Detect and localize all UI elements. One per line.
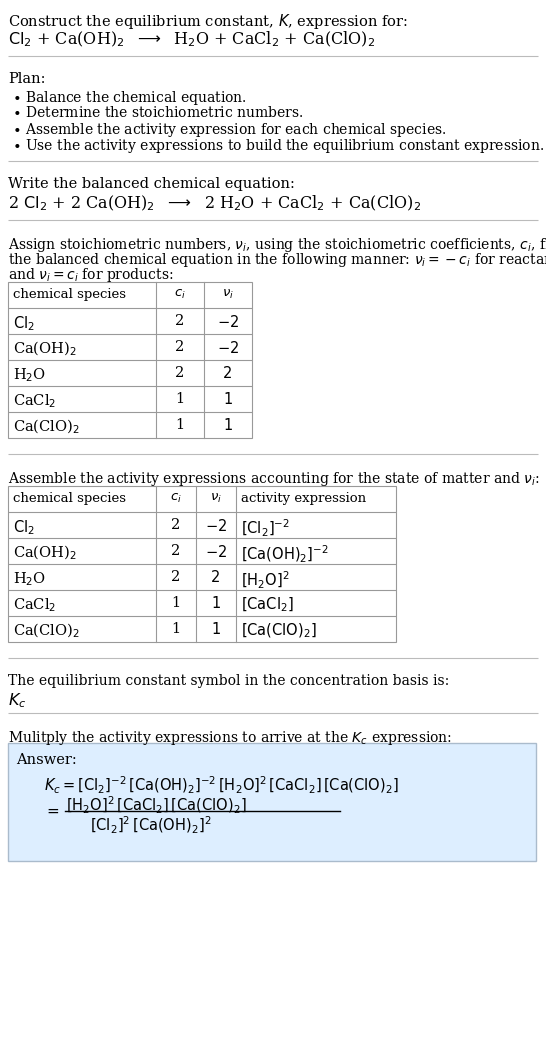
Text: CaCl$_2$: CaCl$_2$ (13, 392, 56, 410)
Text: CaCl$_2$: CaCl$_2$ (13, 596, 56, 614)
Text: the balanced chemical equation in the following manner: $\nu_i = -c_i$ for react: the balanced chemical equation in the fo… (8, 251, 546, 269)
Text: 2 $\mathrm{Cl_2}$ + 2 Ca(OH)$_2$  $\longrightarrow$  2 H$_2$O + CaCl$_2$ + Ca(Cl: 2 $\mathrm{Cl_2}$ + 2 Ca(OH)$_2$ $\longr… (8, 194, 421, 213)
Text: 1: 1 (211, 622, 221, 637)
Text: 2: 2 (175, 340, 185, 354)
Text: 2: 2 (211, 570, 221, 585)
Text: 1: 1 (223, 392, 233, 407)
Text: $\mathrm{Cl_2}$: $\mathrm{Cl_2}$ (13, 518, 35, 537)
Text: $-2$: $-2$ (205, 518, 227, 534)
Text: Answer:: Answer: (16, 753, 77, 767)
Text: 1: 1 (171, 596, 181, 611)
Text: Ca(OH)$_2$: Ca(OH)$_2$ (13, 544, 76, 562)
Text: H$_2$O: H$_2$O (13, 366, 46, 384)
Text: Plan:: Plan: (8, 72, 45, 86)
Text: $[\mathrm{Cl_2}]^{2}\,[\mathrm{Ca(OH)_2}]^{2}$: $[\mathrm{Cl_2}]^{2}\,[\mathrm{Ca(OH)_2}… (90, 815, 211, 836)
Text: $=$: $=$ (44, 802, 60, 818)
Text: and $\nu_i = c_i$ for products:: and $\nu_i = c_i$ for products: (8, 266, 174, 284)
Text: $[\mathrm{Ca(OH)_2}]^{-2}$: $[\mathrm{Ca(OH)_2}]^{-2}$ (241, 544, 329, 565)
Text: H$_2$O: H$_2$O (13, 570, 46, 587)
Text: Mulitply the activity expressions to arrive at the $K_c$ expression:: Mulitply the activity expressions to arr… (8, 729, 452, 747)
Text: $K_c$: $K_c$ (8, 691, 26, 710)
Text: $[\mathrm{CaCl_2}]$: $[\mathrm{CaCl_2}]$ (241, 596, 294, 615)
Text: 2: 2 (171, 544, 181, 558)
Text: activity expression: activity expression (241, 492, 366, 505)
Bar (8, 486, 396, 642)
Text: chemical species: chemical species (13, 288, 126, 301)
Text: 2: 2 (171, 570, 181, 584)
Text: $\nu_i$: $\nu_i$ (210, 492, 222, 506)
Text: $\nu_i$: $\nu_i$ (222, 288, 234, 301)
Text: $\bullet$ Balance the chemical equation.: $\bullet$ Balance the chemical equation. (12, 89, 247, 107)
Text: Write the balanced chemical equation:: Write the balanced chemical equation: (8, 177, 295, 191)
Text: Ca(ClO)$_2$: Ca(ClO)$_2$ (13, 418, 80, 436)
Text: $-2$: $-2$ (217, 340, 239, 356)
Text: 2: 2 (175, 366, 185, 380)
Text: Assemble the activity expressions accounting for the state of matter and $\nu_i$: Assemble the activity expressions accoun… (8, 470, 539, 488)
Text: 1: 1 (175, 418, 185, 432)
Text: $\bullet$ Assemble the activity expression for each chemical species.: $\bullet$ Assemble the activity expressi… (12, 121, 447, 140)
Text: 1: 1 (211, 596, 221, 611)
Text: $[\mathrm{Ca(ClO)_2}]$: $[\mathrm{Ca(ClO)_2}]$ (241, 622, 317, 640)
Text: $\mathrm{Cl_2}$: $\mathrm{Cl_2}$ (13, 314, 35, 333)
Text: The equilibrium constant symbol in the concentration basis is:: The equilibrium constant symbol in the c… (8, 675, 449, 688)
Text: $-2$: $-2$ (205, 544, 227, 560)
Text: $\mathrm{Cl_2}$ + Ca(OH)$_2$  $\longrightarrow$  H$_2$O + CaCl$_2$ + Ca(ClO)$_2$: $\mathrm{Cl_2}$ + Ca(OH)$_2$ $\longright… (8, 30, 375, 49)
Text: Construct the equilibrium constant, $K$, expression for:: Construct the equilibrium constant, $K$,… (8, 12, 408, 31)
Text: $K_c = [\mathrm{Cl_2}]^{-2}\,[\mathrm{Ca(OH)_2}]^{-2}\,[\mathrm{H_2O}]^{2}\,[\ma: $K_c = [\mathrm{Cl_2}]^{-2}\,[\mathrm{Ca… (44, 775, 399, 796)
Text: Ca(OH)$_2$: Ca(OH)$_2$ (13, 340, 76, 359)
Bar (8, 743, 536, 861)
Text: $\bullet$ Determine the stoichiometric numbers.: $\bullet$ Determine the stoichiometric n… (12, 105, 303, 120)
Text: $c_i$: $c_i$ (174, 288, 186, 301)
Text: 2: 2 (175, 314, 185, 328)
Text: $-2$: $-2$ (217, 314, 239, 330)
Text: 2: 2 (171, 518, 181, 532)
Text: 2: 2 (223, 366, 233, 381)
Text: Assign stoichiometric numbers, $\nu_i$, using the stoichiometric coefficients, $: Assign stoichiometric numbers, $\nu_i$, … (8, 236, 546, 254)
Text: $[\mathrm{Cl_2}]^{-2}$: $[\mathrm{Cl_2}]^{-2}$ (241, 518, 290, 539)
Text: 1: 1 (223, 418, 233, 433)
Text: 1: 1 (171, 622, 181, 636)
Bar (8, 282, 252, 438)
Text: $[\mathrm{H_2O}]^{2}$: $[\mathrm{H_2O}]^{2}$ (241, 570, 289, 591)
Text: $c_i$: $c_i$ (170, 492, 182, 506)
Text: 1: 1 (175, 392, 185, 406)
Text: $[\mathrm{H_2O}]^{2}\,[\mathrm{CaCl_2}]\,[\mathrm{Ca(ClO)_2}]$: $[\mathrm{H_2O}]^{2}\,[\mathrm{CaCl_2}]\… (66, 795, 247, 816)
Text: Ca(ClO)$_2$: Ca(ClO)$_2$ (13, 622, 80, 640)
Text: $\bullet$ Use the activity expressions to build the equilibrium constant express: $\bullet$ Use the activity expressions t… (12, 137, 544, 155)
Text: chemical species: chemical species (13, 492, 126, 505)
